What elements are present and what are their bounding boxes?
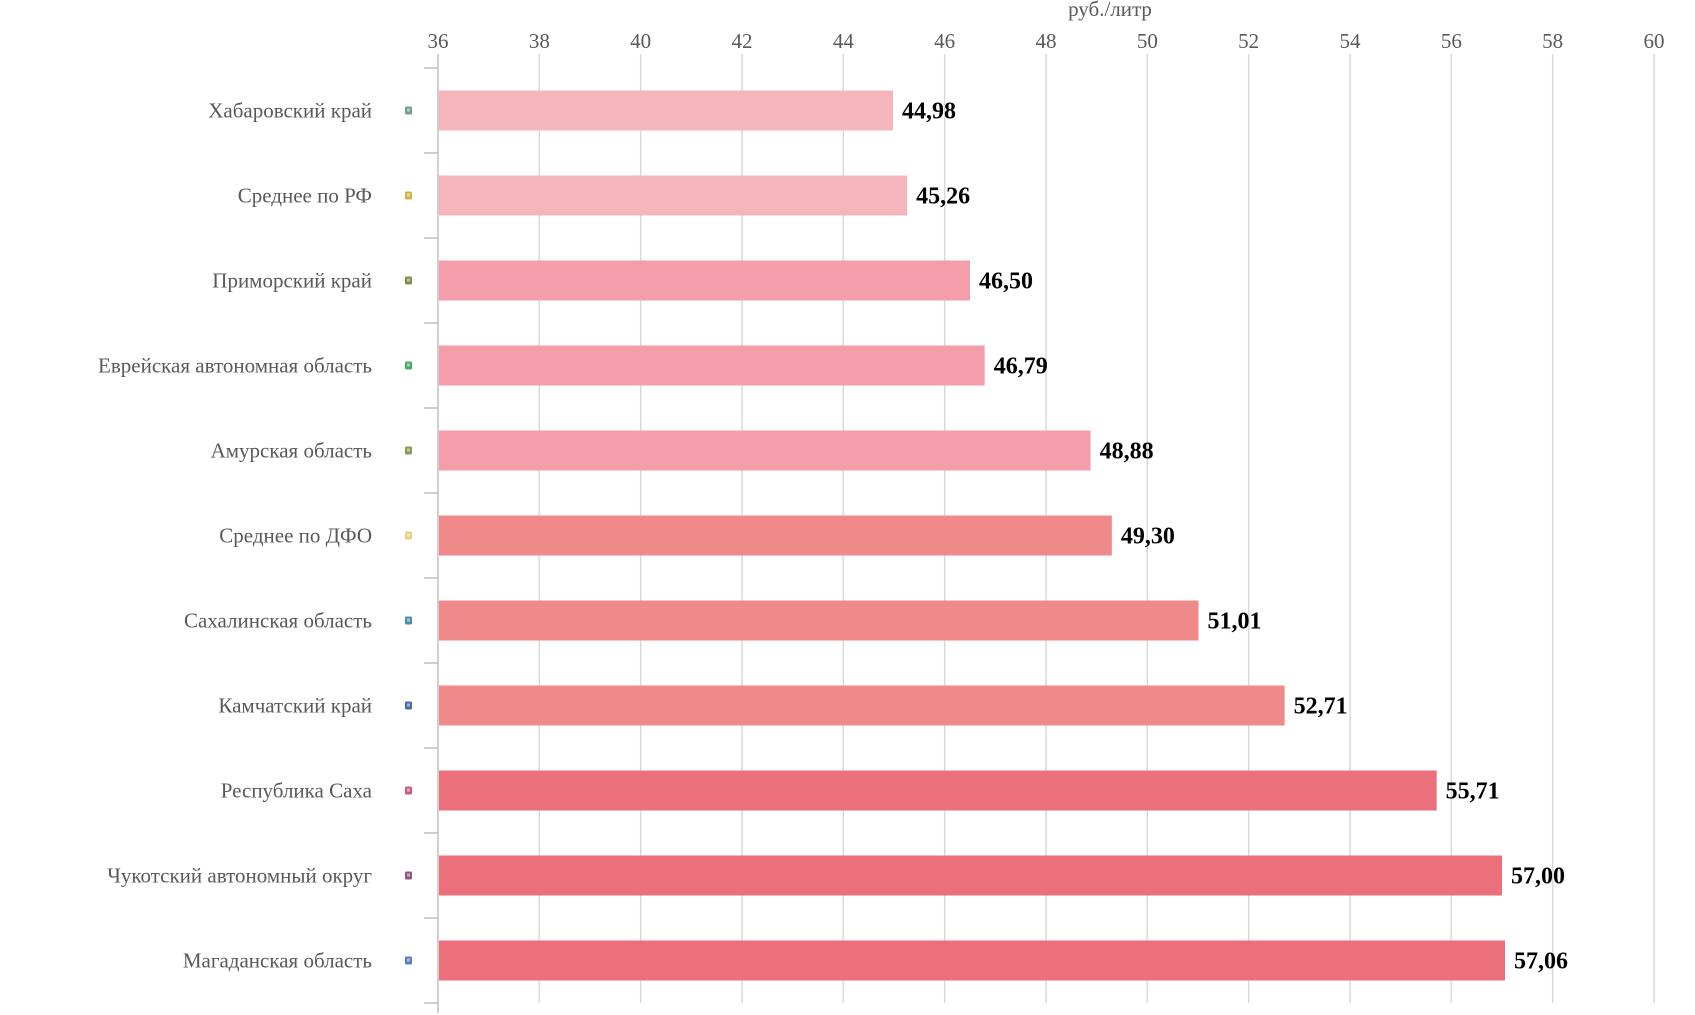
category-label: Камчатский край: [218, 694, 372, 718]
category-label: Хабаровский край: [208, 99, 372, 123]
khabarovsk-coat-of-arms-icon: [405, 106, 412, 115]
tick-label: 56: [1441, 29, 1462, 53]
chukotka-coat-of-arms-icon: [405, 871, 412, 880]
tick-label: 46: [934, 29, 955, 53]
sakhalin-coat-of-arms-icon: [405, 616, 412, 625]
magadan-coat-of-arms-icon: [405, 956, 412, 965]
value-axis-unit-label: руб./литр: [1068, 0, 1152, 21]
tick-label: 52: [1238, 29, 1259, 53]
category-label: Приморский край: [212, 269, 372, 293]
bar: [439, 345, 985, 386]
data-label: 52,71: [1294, 694, 1348, 720]
category-label: Магаданская область: [183, 949, 372, 973]
tick-label: 58: [1542, 29, 1563, 53]
kamchatka-coat-of-arms-icon: [405, 701, 412, 710]
tick-label: 40: [630, 29, 651, 53]
primorsky-coat-of-arms-icon: [405, 276, 412, 285]
tick-label: 60: [1644, 29, 1665, 53]
data-label: 49,30: [1121, 524, 1175, 550]
bar: [439, 770, 1437, 811]
category-label: Республика Саха: [221, 779, 373, 803]
data-label: 46,50: [979, 269, 1033, 295]
category-label: Среднее по ДФО: [219, 524, 372, 548]
tick-label: 44: [833, 29, 855, 53]
bars: [439, 90, 1506, 981]
bar: [439, 685, 1285, 726]
tick-label: 54: [1340, 29, 1362, 53]
category-label: Среднее по РФ: [238, 184, 372, 208]
amur-coat-of-arms-icon: [405, 446, 412, 455]
data-label: 51,01: [1208, 609, 1262, 635]
bar: [439, 855, 1502, 896]
data-label: 57,06: [1514, 949, 1568, 975]
sakha-coat-of-arms-icon: [405, 786, 412, 795]
bar: [439, 600, 1199, 641]
tick-label: 38: [529, 29, 550, 53]
bar: [439, 260, 970, 301]
category-labels: Хабаровский край Среднее по РФ Приморский …: [98, 99, 412, 973]
far-east-emblem-icon: [405, 531, 412, 540]
value-axis-tick-labels: 36 38 40 42 44 46 48 50 52 54 56 58 60: [428, 29, 1665, 53]
data-labels: 44,98 45,26 46,50 46,79 48,88 49,30 51,01 52,71…: [902, 99, 1568, 975]
data-label: 45,26: [916, 184, 970, 210]
russia-coat-of-arms-icon: [405, 191, 412, 200]
jewish-ao-flag-icon: [405, 361, 412, 370]
tick-label: 36: [428, 29, 449, 53]
category-axis: [424, 54, 439, 1013]
data-label: 46,79: [994, 354, 1048, 380]
data-label: 55,71: [1446, 779, 1500, 805]
data-label: 44,98: [902, 99, 956, 125]
category-label: Еврейская автономная область: [98, 354, 372, 378]
category-label: Чукотский автономный округ: [107, 864, 372, 888]
category-label: Амурская область: [211, 439, 372, 463]
data-label: 48,88: [1100, 439, 1154, 465]
bar: [439, 90, 893, 131]
bar: [439, 515, 1112, 556]
tick-label: 48: [1036, 29, 1057, 53]
bar: [439, 430, 1091, 471]
bar: [439, 940, 1506, 981]
category-label: Сахалинская область: [184, 609, 372, 633]
bar: [439, 175, 908, 216]
data-label: 57,00: [1511, 864, 1565, 890]
tick-label: 50: [1137, 29, 1158, 53]
tick-label: 42: [732, 29, 753, 53]
